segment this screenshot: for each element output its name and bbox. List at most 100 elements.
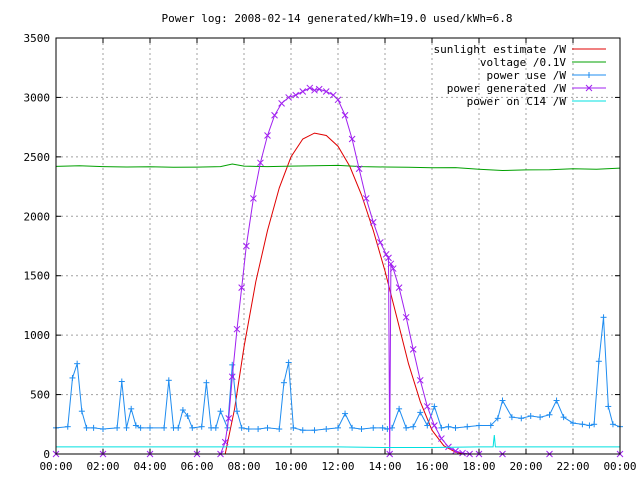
- data-point: [438, 424, 445, 431]
- y-tick-label: 1000: [24, 329, 51, 342]
- data-point: [494, 415, 501, 422]
- data-point: [459, 449, 466, 457]
- data-point: [179, 407, 186, 414]
- data-point: [438, 435, 445, 442]
- data-point: [100, 426, 106, 433]
- data-point: [242, 242, 250, 250]
- data-point: [128, 405, 135, 412]
- x-tick-label: 22:00: [556, 460, 589, 473]
- data-point: [341, 111, 349, 119]
- data-point: [90, 424, 97, 431]
- data-point: [362, 195, 370, 202]
- x-tick-label: 08:00: [227, 460, 260, 473]
- y-tick-label: 0: [43, 448, 50, 461]
- data-point: [285, 359, 292, 366]
- data-point: [518, 415, 525, 422]
- data-point: [591, 421, 598, 428]
- x-tick-label: 14:00: [368, 460, 401, 473]
- x-tick-label: 02:00: [86, 460, 119, 473]
- data-point: [417, 409, 424, 416]
- y-tick-label: 3500: [24, 32, 51, 45]
- data-point: [225, 414, 233, 422]
- data-point: [264, 132, 271, 139]
- x-tick-label: 06:00: [180, 460, 213, 473]
- data-point: [416, 376, 424, 384]
- data-point: [376, 239, 384, 246]
- data-point: [508, 414, 515, 421]
- data-point: [280, 379, 287, 386]
- series-line: [56, 434, 620, 448]
- data-point: [221, 438, 229, 446]
- data-point: [358, 426, 365, 433]
- data-point: [132, 422, 139, 429]
- y-tick-label: 2000: [24, 210, 51, 223]
- data-point: [609, 421, 616, 428]
- axes: 0 500 1000 1500 2000 2500 3000 3500 00:00 02:00 04…: [24, 32, 637, 473]
- data-point: [114, 424, 121, 431]
- data-point: [278, 100, 285, 107]
- series-line: [224, 132, 465, 455]
- series-line: [55, 163, 621, 172]
- data-point: [161, 424, 168, 431]
- x-tick-label: 04:00: [133, 460, 166, 473]
- data-point: [409, 346, 417, 353]
- data-point: [123, 424, 130, 431]
- data-point: [445, 423, 452, 430]
- data-point: [322, 88, 330, 95]
- x-tick-label: 00:00: [603, 460, 636, 473]
- data-point: [431, 403, 438, 410]
- data-point: [389, 265, 397, 272]
- data-point: [311, 427, 318, 434]
- series-power-on-c14-w: [56, 434, 620, 448]
- data-point: [369, 218, 377, 226]
- x-tick-label: 20:00: [509, 460, 542, 473]
- data-point: [290, 424, 297, 431]
- data-point: [600, 314, 607, 321]
- data-point: [402, 313, 410, 321]
- data-point: [198, 423, 205, 430]
- legend-label: sunlight estimate /W: [434, 43, 567, 56]
- data-point: [64, 423, 71, 430]
- data-point: [233, 325, 241, 333]
- data-point: [217, 408, 224, 415]
- data-point: [250, 195, 257, 202]
- x-tick-label: 18:00: [462, 460, 495, 473]
- data-point: [423, 403, 431, 410]
- series-power-generated-w: [52, 84, 624, 458]
- data-point: [69, 374, 76, 381]
- x-tick-label: 12:00: [321, 460, 354, 473]
- data-point: [334, 96, 342, 104]
- data-point: [595, 358, 602, 365]
- y-tick-label: 1500: [24, 270, 51, 283]
- chart-title: Power log: 2008-02-14 generated/kWh=19.0…: [162, 12, 513, 25]
- data-point: [306, 84, 314, 92]
- plot-frame: [55, 37, 621, 455]
- data-point: [264, 424, 271, 431]
- data-point: [430, 422, 438, 429]
- data-point: [424, 422, 431, 429]
- x-tick-label: 16:00: [415, 460, 448, 473]
- data-point: [137, 424, 144, 431]
- data-point: [257, 159, 264, 167]
- data-point: [560, 414, 567, 421]
- data-point: [403, 424, 410, 431]
- data-point: [184, 412, 191, 419]
- data-point: [342, 410, 349, 417]
- data-point: [271, 111, 278, 119]
- data-point: [476, 422, 482, 429]
- data-point: [212, 424, 219, 431]
- y-tick-label: 3000: [24, 91, 51, 104]
- data-point: [299, 88, 307, 95]
- data-point: [229, 361, 236, 368]
- data-point: [315, 85, 323, 93]
- data-point: [395, 284, 403, 291]
- series-sunlight-estimate-w: [224, 132, 465, 455]
- data-point: [238, 424, 245, 431]
- data-point: [348, 135, 356, 143]
- grid: [56, 38, 620, 454]
- data-point: [78, 408, 85, 415]
- data-point: [323, 426, 330, 433]
- data-point: [570, 420, 576, 427]
